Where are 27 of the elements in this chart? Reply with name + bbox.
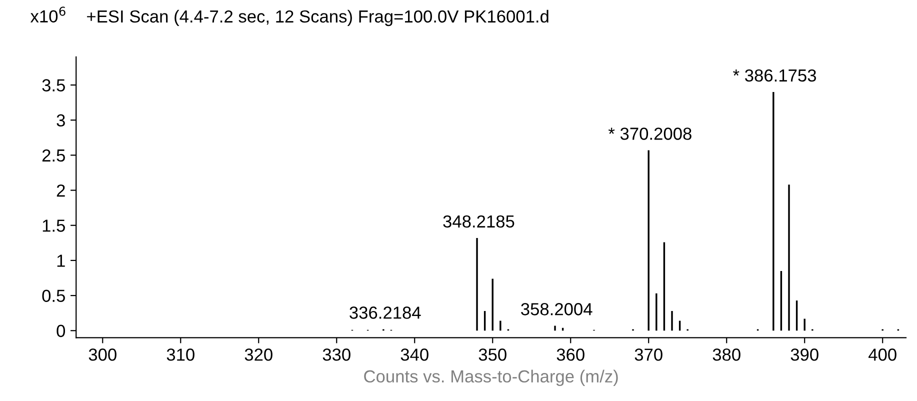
- x-tick-label: 390: [790, 348, 818, 361]
- x-tick-label: 300: [88, 348, 116, 361]
- y-tick-label: 1.5: [42, 220, 65, 232]
- annotation: 348.2185: [443, 215, 514, 228]
- chart-title: +ESI Scan (4.4-7.2 sec, 12 Scans) Frag=100.0V PK16001.d: [87, 10, 548, 26]
- x-tick-label: 350: [478, 348, 506, 361]
- y-tick-label: 0: [56, 324, 66, 338]
- x-tick-label: 320: [244, 348, 272, 361]
- y-axis-title: x10$^{6}$: [30, 6, 66, 22]
- annotation: * 370.2008: [608, 128, 692, 140]
- y-tick-label: 1: [57, 254, 65, 267]
- x-tick-label: 340: [400, 348, 428, 361]
- x-tick-label: 370: [634, 348, 662, 361]
- x-axis-title: Counts vs. Mass-to-Charge (m/z): [364, 370, 618, 386]
- y-tick-label: 3.5: [42, 79, 65, 92]
- annotation: * 386.1753: [733, 69, 816, 82]
- x-tick-label: 400: [868, 348, 896, 361]
- x-tick-label: 380: [712, 348, 740, 361]
- annotation: 358.2004: [521, 303, 592, 316]
- y-tick-label: 3: [56, 114, 65, 127]
- x-tick-label: 360: [556, 348, 584, 361]
- y-tick-label: 2.5: [42, 149, 65, 162]
- x-tick-label: 330: [322, 348, 350, 361]
- x-tick-label: 310: [166, 348, 194, 361]
- annotation: 336.2184: [350, 306, 421, 319]
- y-tick-label: 2: [56, 184, 65, 197]
- y-tick-label: 0.5: [42, 290, 65, 302]
